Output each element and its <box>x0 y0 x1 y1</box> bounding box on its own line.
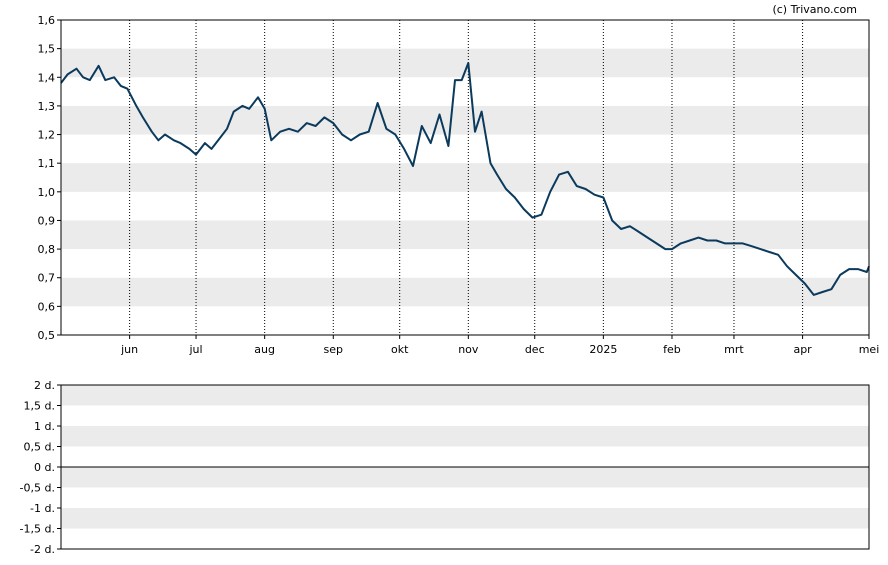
credit-label: (c) Trivano.com <box>772 3 857 16</box>
y-tick-label: 1,1 <box>38 157 56 170</box>
x-tick-label: jun <box>120 343 138 356</box>
y-tick-label: 1,2 <box>38 129 56 142</box>
grid-band <box>61 163 869 192</box>
x-tick-label: jul <box>188 343 202 356</box>
y-tick-label: 1,0 <box>38 186 56 199</box>
x-tick-label: feb <box>663 343 681 356</box>
y-tick-label: -2 d. <box>30 543 55 556</box>
y-tick-label: 1 d. <box>34 420 55 433</box>
x-tick-label: dec <box>525 343 545 356</box>
x-tick-label: 2025 <box>589 343 617 356</box>
y-tick-label: -1 d. <box>30 502 55 515</box>
grid-band <box>61 426 869 447</box>
y-tick-label: 1,6 <box>38 14 56 27</box>
plot-frame <box>60 384 870 550</box>
y-tick-label: 1,4 <box>38 71 56 84</box>
y-tick-label: 2 d. <box>34 379 55 392</box>
y-tick-label: 0,5 d. <box>24 441 55 454</box>
y-tick-label: 0 d. <box>34 461 55 474</box>
y-tick-label: -0,5 d. <box>20 482 55 495</box>
grid-band <box>61 385 869 406</box>
volume-chart: 2 d. 1,5 d. 1 d. 0,5 d. 0 d. -0,5 d. -1 d. -1,5… <box>20 379 870 556</box>
y-tick-label: 1,3 <box>38 100 56 113</box>
y-tick-label: 1,5 d. <box>24 400 55 413</box>
grid-band <box>61 508 869 529</box>
x-tick-label: aug <box>254 343 275 356</box>
y-tick-label: 0,7 <box>38 272 56 285</box>
x-tick-label: mrt <box>724 343 744 356</box>
y-tick-label: -1,5 d. <box>20 523 55 536</box>
y-tick-label: 1,5 <box>38 43 56 56</box>
price-chart: 0,5 0,6 0,7 0,8 0,9 1,0 1,1 1,2 1,3 1,4 1,5 1,6 jun j… <box>38 14 880 356</box>
price-line <box>60 62 870 296</box>
x-tick-label: nov <box>458 343 479 356</box>
grid-band <box>61 105 869 135</box>
x-tick-label: sep <box>324 343 343 356</box>
x-tick-label: mei <box>859 343 880 356</box>
x-tick-label: okt <box>391 343 409 356</box>
y-tick-label: 0,8 <box>38 243 56 256</box>
x-tick-label: apr <box>793 343 812 356</box>
y-tick-label: 0,6 <box>38 300 56 313</box>
grid-band <box>61 467 869 488</box>
grid-band <box>61 277 869 307</box>
plot-frame <box>60 19 870 336</box>
y-tick-label: 0,9 <box>38 214 56 227</box>
y-tick-label: 0,5 <box>38 329 56 342</box>
